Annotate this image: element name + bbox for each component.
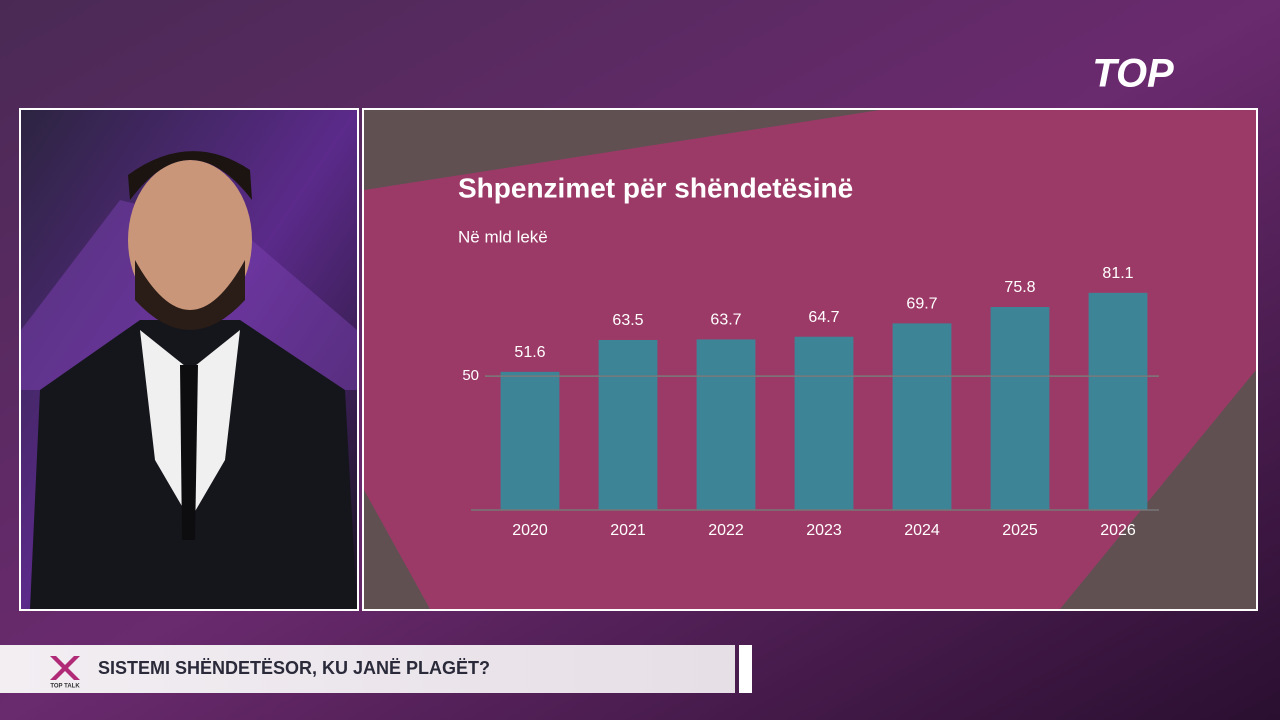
x-tick-label: 2021: [610, 522, 646, 539]
lower-third: TOP TALK SISTEMI SHËNDETËSOR, KU JANË PL…: [0, 645, 752, 693]
value-label: 64.7: [808, 309, 839, 326]
x-tick-label: 2026: [1100, 522, 1136, 539]
bar: [892, 323, 952, 510]
value-label: 63.7: [710, 312, 741, 329]
plot: 2020 51.6 2021 63.5 2022 63.7 2023 64.7 2024 69.7…: [462, 265, 1159, 539]
value-label: 51.6: [514, 344, 545, 361]
bar: [990, 307, 1050, 510]
show-logo: TOP TALK: [50, 684, 80, 690]
bar: [794, 336, 854, 510]
bar: [1088, 292, 1148, 510]
bar: [598, 339, 658, 510]
value-label: 69.7: [906, 296, 937, 313]
channel-logo: TOP: [1092, 52, 1174, 96]
x-tick-label: 2024: [904, 522, 940, 539]
bar: [500, 371, 560, 510]
value-label: 63.5: [612, 312, 643, 329]
x-tick-label: 2020: [512, 522, 548, 539]
x-tick-label: 2025: [1002, 522, 1038, 539]
value-label: 75.8: [1004, 279, 1035, 296]
y-tick-label: 50: [462, 367, 479, 384]
bar: [696, 339, 756, 510]
anchor-video: [19, 108, 359, 611]
x-tick-label: 2022: [708, 522, 744, 539]
chart-title: Shpenzimet për shëndetësinë: [458, 172, 853, 203]
headline: SISTEMI SHËNDETËSOR, KU JANË PLAGËT?: [98, 658, 490, 678]
x-tick-label: 2023: [806, 522, 842, 539]
chart-subtitle: Në mld lekë: [458, 227, 548, 246]
value-label: 81.1: [1102, 265, 1133, 282]
